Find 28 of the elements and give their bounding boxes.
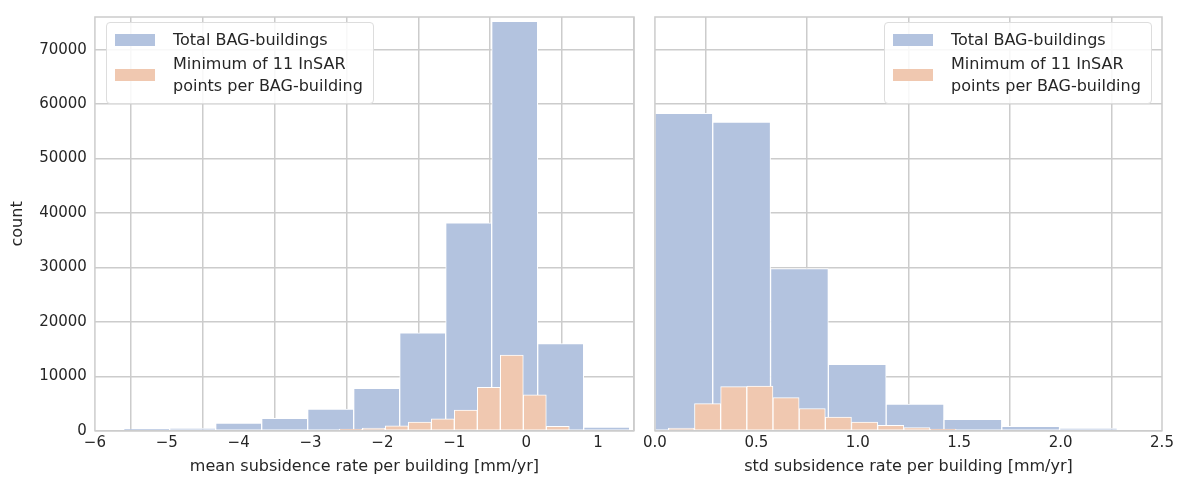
legend-label: Minimum of 11 InSAR points per BAG-building: [951, 53, 1142, 97]
x-tick-label: 0: [521, 432, 531, 451]
x-tick-label: 1: [593, 432, 603, 451]
x-axis-title: mean subsidence rate per building [mm/yr]: [189, 455, 540, 475]
x-tick-label: 0.0: [643, 432, 667, 451]
y-tick-label: 40000: [39, 202, 87, 221]
x-tick-label: 2.5: [1150, 432, 1174, 451]
x-tick-label: −3: [299, 432, 322, 451]
x-tick-label: −2: [371, 432, 394, 451]
y-tick-label: 30000: [39, 257, 87, 276]
y-tick-label: 60000: [39, 94, 87, 113]
legend-label: Minimum of 11 InSAR points per BAG-building: [173, 53, 364, 97]
x-tick-label: 2.0: [1048, 432, 1073, 451]
x-tick-label: −4: [227, 432, 250, 451]
y-tick-label: 50000: [39, 148, 87, 167]
x-tick-label: 1.5: [947, 432, 972, 451]
x-tick-label: 1.0: [845, 432, 870, 451]
x-axis-title: std subsidence rate per building [mm/yr]: [744, 455, 1073, 475]
y-tick-label: 20000: [39, 311, 87, 330]
legend-label: Total BAG-buildings: [951, 29, 1106, 51]
y-tick-label: 0: [77, 420, 87, 439]
y-tick-label: 10000: [39, 366, 87, 385]
y-tick-label: 70000: [39, 39, 87, 58]
y-axis-title: count: [6, 201, 26, 247]
x-tick-label: −5: [155, 432, 178, 451]
x-tick-label: 0.5: [744, 432, 769, 451]
legend-label: Total BAG-buildings: [173, 29, 328, 51]
x-tick-label: −1: [443, 432, 466, 451]
